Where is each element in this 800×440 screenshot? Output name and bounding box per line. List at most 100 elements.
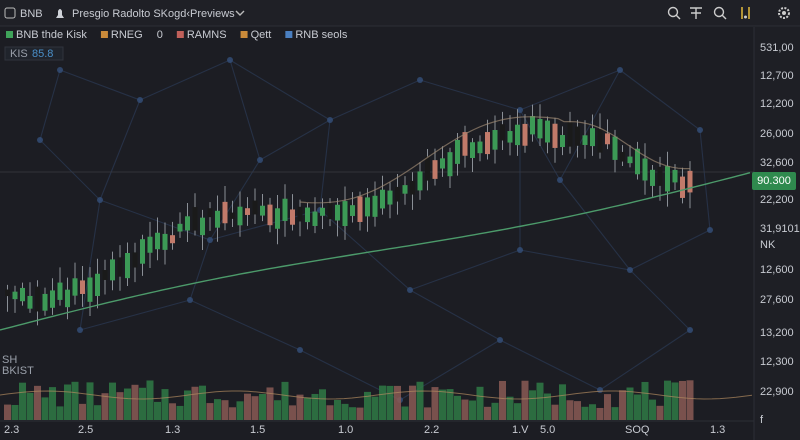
network-node — [697, 127, 703, 133]
volume-bar — [574, 401, 581, 420]
price-axis — [754, 27, 800, 440]
candle-body — [20, 287, 25, 302]
candle-body — [245, 208, 250, 215]
network-node — [227, 57, 233, 63]
volume-bar — [71, 381, 79, 420]
candle-body — [500, 124, 505, 141]
candle-body — [65, 289, 70, 308]
candle-body — [680, 176, 685, 198]
volume-bar — [244, 393, 251, 420]
time-label: SOQ — [625, 424, 650, 436]
candle-body — [395, 186, 400, 202]
volume-bar — [221, 400, 229, 420]
legend-label[interactable]: 0 — [157, 29, 163, 41]
candle-body — [230, 212, 235, 219]
volume-bar — [379, 385, 386, 420]
price-label: 12,300 — [760, 356, 794, 368]
volume-bar — [499, 380, 506, 420]
volume-bar — [596, 407, 604, 420]
network-node — [517, 247, 523, 253]
volume-bar — [4, 404, 11, 420]
network-edge — [629, 269, 691, 331]
time-label: 1.0 — [338, 424, 353, 436]
search-icon[interactable] — [713, 6, 727, 20]
candle-body — [365, 197, 370, 217]
network-node — [617, 67, 623, 73]
volume-bar — [101, 393, 109, 420]
volume-bars — [4, 380, 694, 420]
candle-body — [627, 156, 633, 164]
compare-icon[interactable] — [690, 7, 702, 19]
alert-icon[interactable] — [741, 7, 750, 19]
candle-body — [522, 123, 528, 146]
network-edge — [229, 59, 261, 161]
symbol[interactable]: BNB — [20, 8, 43, 20]
legend-label[interactable]: BNB thde Kisk — [16, 29, 87, 41]
candle-body — [252, 200, 258, 215]
network-node — [497, 337, 503, 343]
volume-bar — [386, 385, 394, 420]
volume-bar — [356, 407, 364, 420]
legend-label[interactable]: RNEG — [111, 29, 143, 41]
network-node — [297, 347, 303, 353]
price-label: 27,600 — [760, 294, 794, 306]
volume-bar — [266, 387, 274, 420]
price-label: 22,900 — [760, 386, 794, 398]
volume-bar — [311, 393, 319, 420]
candle-body — [552, 123, 558, 148]
candle-body — [312, 211, 318, 226]
price-label: NK — [760, 239, 776, 251]
volume-bar — [11, 404, 19, 420]
candle-body — [492, 130, 498, 150]
legend-swatch — [100, 31, 108, 38]
network-node — [57, 67, 63, 73]
toolbar-title[interactable]: Presgio Radolto SKogd‹Previews — [72, 8, 235, 20]
volume-bar — [289, 405, 296, 420]
dropdown-chevron[interactable] — [235, 10, 245, 16]
candle-body — [140, 239, 145, 264]
candle-body — [620, 151, 625, 162]
candle-body — [380, 189, 385, 209]
network-edge — [409, 289, 501, 341]
bell-icon[interactable] — [56, 9, 64, 18]
zoom-icon[interactable] — [667, 6, 681, 20]
volume-bar — [296, 394, 304, 420]
candle-body — [530, 116, 535, 135]
volume-bar — [34, 385, 41, 420]
legend-label[interactable]: RNB seols — [295, 29, 347, 41]
candle-body — [507, 131, 513, 143]
time-label: 1.3 — [710, 424, 725, 436]
network-edge — [699, 129, 711, 231]
candle-body — [215, 210, 220, 228]
volume-bar — [41, 397, 49, 420]
volume-bar — [94, 405, 101, 420]
legend-label[interactable]: Qett — [251, 29, 272, 41]
candle-body — [200, 217, 205, 236]
app-icon[interactable] — [4, 7, 16, 19]
time-label: 2.2 — [424, 424, 439, 436]
volume-bar — [469, 400, 476, 420]
time-label: 5.0 — [540, 424, 555, 436]
candle-body — [305, 207, 310, 223]
candle-body — [485, 132, 490, 155]
volume-bar — [64, 384, 71, 420]
volume-bar — [86, 382, 94, 420]
candle-body — [72, 278, 78, 296]
volume-bar — [544, 393, 551, 420]
current-price-badge — [752, 172, 796, 190]
candle-body — [207, 208, 213, 218]
time-label: 2.3 — [4, 424, 19, 436]
network-edge — [229, 59, 331, 121]
volume-bar — [341, 403, 349, 420]
price-label: 32,600 — [760, 157, 794, 169]
price-label: 531,00 — [760, 42, 794, 54]
network-edge — [629, 229, 711, 271]
volume-bar — [304, 397, 311, 420]
volume-bar — [371, 396, 379, 420]
candle-body — [425, 156, 430, 181]
network-edge — [519, 69, 621, 111]
settings-icon[interactable] — [778, 7, 790, 19]
legend-label[interactable]: RAMNS — [187, 29, 227, 41]
